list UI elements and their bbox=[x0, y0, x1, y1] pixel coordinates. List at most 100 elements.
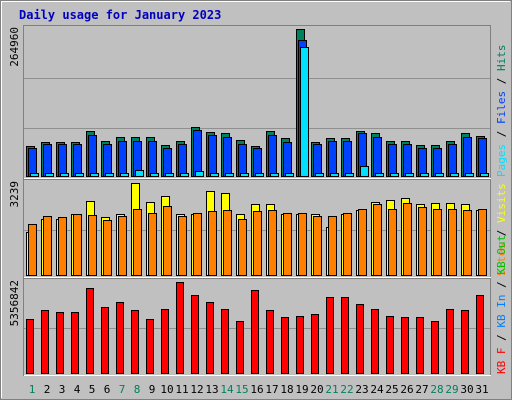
hits-bar-files-day-15 bbox=[238, 144, 247, 177]
kbytes-bar-kb-f-day-2 bbox=[41, 310, 49, 374]
visits-bar-sites-day-20 bbox=[313, 216, 322, 276]
kbytes-bar-kb-f-day-9 bbox=[146, 319, 154, 374]
visits-bar-sites-day-5 bbox=[88, 215, 97, 276]
visits-bar-sites-day-10 bbox=[163, 206, 172, 276]
hits-bar-files-day-29 bbox=[448, 144, 457, 177]
hits-bar-files-day-7 bbox=[118, 141, 127, 177]
hits-bar-pages-day-4 bbox=[75, 173, 84, 177]
visits-bar-sites-day-4 bbox=[73, 214, 82, 276]
day-label-13: 13 bbox=[205, 383, 218, 396]
visits-bar-sites-day-29 bbox=[448, 209, 457, 276]
day-label-2: 2 bbox=[44, 383, 51, 396]
visits-bar-sites-day-3 bbox=[58, 217, 67, 276]
visits-legend-item-2: Visits bbox=[495, 183, 508, 223]
chart-title: Daily usage for January 2023 bbox=[19, 8, 221, 22]
hits-bar-pages-day-20 bbox=[315, 173, 324, 177]
hits-bar-files-day-13 bbox=[208, 135, 217, 177]
visits-legend-item-1: / bbox=[495, 223, 508, 243]
hits-bar-files-day-21 bbox=[328, 141, 337, 177]
visits-legend-item-0: Sites bbox=[495, 243, 508, 276]
hits-bar-files-day-18 bbox=[283, 142, 292, 177]
day-labels-group: 1 2 3 4 5 6 7 8 9 10 11 12 13 14 15 16 17 18 19 20 21 22 23 24 2… bbox=[29, 383, 489, 396]
hits-bar-pages-day-27 bbox=[420, 173, 429, 177]
day-label-30: 30 bbox=[460, 383, 473, 396]
hits-legend-item-4: Hits bbox=[495, 45, 508, 72]
kbytes-legend-item-3: / bbox=[495, 275, 508, 295]
visits-bar-sites-day-13 bbox=[208, 211, 217, 276]
hits-bar-pages-day-24 bbox=[375, 173, 384, 177]
kbytes-bar-kb-f-day-19 bbox=[296, 316, 304, 374]
visits-bar-sites-day-28 bbox=[433, 209, 442, 276]
hits-bar-pages-day-5 bbox=[90, 173, 99, 177]
visits-bar-sites-day-23 bbox=[358, 209, 367, 276]
kbytes-bar-kb-f-day-22 bbox=[341, 297, 349, 374]
kbytes-bar-kb-f-day-27 bbox=[416, 317, 424, 374]
hits-legend-item-0: Pages bbox=[495, 144, 508, 177]
day-label-29: 29 bbox=[445, 383, 458, 396]
hits-legend-item-2: Files bbox=[495, 91, 508, 124]
kbytes-legend: KB F / KB In / KB Out bbox=[495, 235, 508, 374]
hits-bar-pages-day-30 bbox=[465, 173, 474, 177]
kbytes-bar-kb-f-day-25 bbox=[386, 316, 394, 374]
hits-bar-files-day-31 bbox=[478, 138, 487, 177]
day-label-22: 22 bbox=[340, 383, 353, 396]
day-label-31: 31 bbox=[475, 383, 488, 396]
kbytes-legend-item-4: KB Out bbox=[495, 235, 508, 275]
day-label-6: 6 bbox=[104, 383, 111, 396]
kbytes-bar-kb-f-day-26 bbox=[401, 317, 409, 374]
day-label-26: 26 bbox=[400, 383, 413, 396]
visits-bar-sites-day-7 bbox=[118, 216, 127, 276]
hits-bar-pages-day-13 bbox=[210, 173, 219, 177]
day-label-21: 21 bbox=[325, 383, 338, 396]
hits-series-pages bbox=[30, 47, 489, 177]
visits-bar-sites-day-9 bbox=[148, 213, 157, 276]
visits-bar-sites-day-27 bbox=[418, 207, 427, 276]
hits-bar-files-day-5 bbox=[88, 135, 97, 177]
hits-bar-files-day-20 bbox=[313, 144, 322, 177]
hits-bar-pages-day-28 bbox=[435, 173, 444, 177]
day-label-10: 10 bbox=[160, 383, 173, 396]
hits-bar-pages-day-25 bbox=[390, 173, 399, 177]
hits-bar-pages-day-1 bbox=[30, 173, 39, 177]
day-label-9: 9 bbox=[149, 383, 156, 396]
day-label-14: 14 bbox=[220, 383, 234, 396]
visits-bar-sites-day-31 bbox=[478, 209, 487, 276]
panels-group: 264960 Pages / Files / Hits 3239 Sites / Vi… bbox=[8, 25, 508, 376]
hits-legend-item-1: / bbox=[495, 124, 508, 144]
hits-legend: Pages / Files / Hits bbox=[495, 45, 508, 178]
hits-bar-files-day-10 bbox=[163, 148, 172, 177]
kbytes-bar-kb-f-day-23 bbox=[356, 304, 364, 374]
kbytes-bar-kb-f-day-16 bbox=[251, 290, 259, 374]
hits-bar-pages-day-12 bbox=[195, 171, 204, 177]
hits-bar-files-day-9 bbox=[148, 141, 157, 177]
kbytes-bar-kb-f-day-13 bbox=[206, 302, 214, 374]
day-label-27: 27 bbox=[415, 383, 428, 396]
hits-bar-pages-day-7 bbox=[120, 173, 129, 177]
hits-bar-pages-day-8 bbox=[135, 170, 144, 177]
hits-bar-files-day-17 bbox=[268, 135, 277, 177]
kbytes-bar-kb-f-day-21 bbox=[326, 297, 334, 374]
day-label-15: 15 bbox=[235, 383, 248, 396]
day-label-3: 3 bbox=[59, 383, 66, 396]
kbytes-bar-kb-f-day-10 bbox=[161, 309, 169, 374]
hits-bar-pages-day-2 bbox=[45, 173, 54, 177]
hits-bar-files-day-4 bbox=[73, 144, 82, 177]
kbytes-legend-item-1: / bbox=[495, 328, 508, 348]
kbytes-legend-item-2: KB In bbox=[495, 295, 508, 328]
kbytes-bar-kb-f-day-15 bbox=[236, 321, 244, 374]
kbytes-max-label: 5356842 bbox=[8, 280, 21, 326]
hits-bar-files-day-25 bbox=[388, 144, 397, 177]
visits-bar-sites-day-17 bbox=[268, 210, 277, 276]
hits-bar-pages-day-17 bbox=[270, 173, 279, 177]
day-label-24: 24 bbox=[370, 383, 384, 396]
hits-legend-item-3: / bbox=[495, 71, 508, 91]
visits-bar-sites-day-15 bbox=[238, 219, 247, 276]
kbytes-bar-kb-f-day-4 bbox=[71, 312, 79, 374]
kbytes-bar-kb-f-day-31 bbox=[476, 295, 484, 374]
kbytes-bar-kb-f-day-29 bbox=[446, 309, 454, 374]
hits-bar-pages-day-3 bbox=[60, 173, 69, 177]
visits-bar-sites-day-16 bbox=[253, 211, 262, 276]
hits-bar-files-day-12 bbox=[193, 130, 202, 177]
day-label-1: 1 bbox=[29, 383, 36, 396]
day-label-12: 12 bbox=[190, 383, 203, 396]
